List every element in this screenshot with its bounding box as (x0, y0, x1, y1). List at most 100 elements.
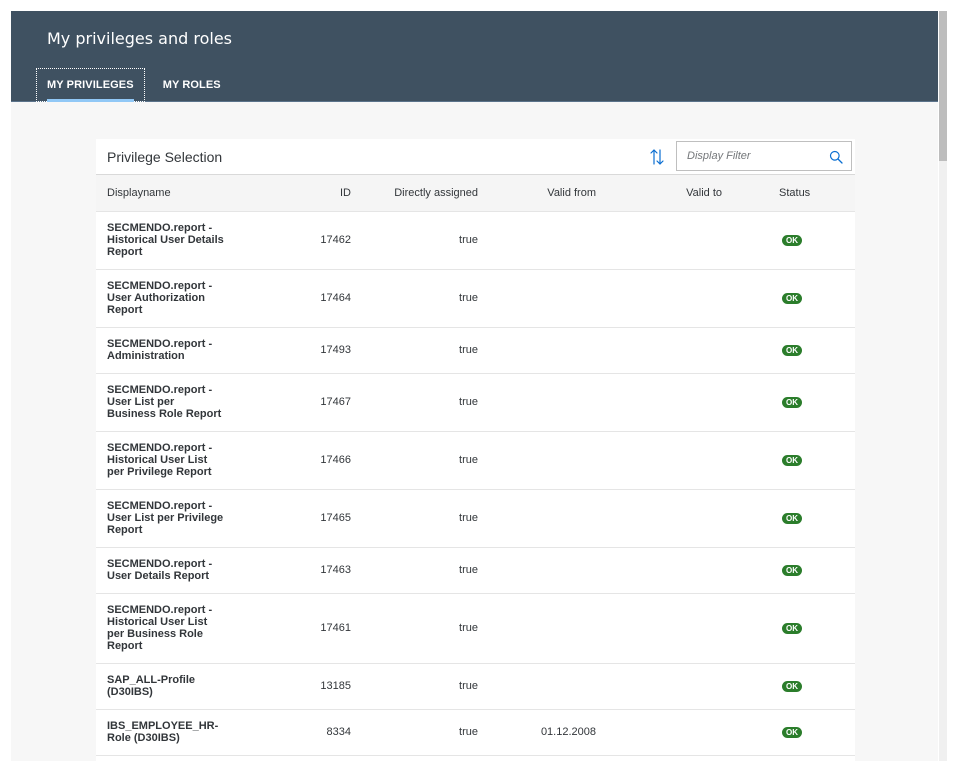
cell-displayname: SECMENDO.report - Historical User List p… (96, 593, 296, 664)
tab-bar: MY PRIVILEGES MY ROLES (36, 68, 231, 102)
cell-status: OK (722, 327, 855, 374)
cell-id: 8334 (296, 709, 351, 756)
table-row[interactable]: SECMENDO.report - User Authorization Rep… (96, 269, 855, 328)
cell-valid-from (478, 547, 596, 594)
cell-status: OK (722, 211, 855, 270)
app-window: My privileges and roles MY PRIVILEGES MY… (11, 11, 938, 761)
cell-id: 17464 (296, 269, 351, 328)
table-row[interactable]: SAP_ALL-Profile (D30IBS) 13185 true OK (96, 663, 855, 710)
column-header-status[interactable]: Status (722, 175, 855, 212)
cell-valid-to (596, 211, 722, 270)
display-filter (676, 141, 852, 171)
cell-directly-assigned: true (351, 489, 478, 548)
cell-displayname: SECMENDO.report - Administration (96, 327, 296, 374)
cell-valid-from (478, 593, 596, 664)
cell-displayname: SAP_ALL-Profile (D30IBS) (96, 663, 296, 710)
cell-status: OK (722, 431, 855, 490)
cell-id: 17461 (296, 593, 351, 664)
cell-valid-from (478, 663, 596, 710)
column-header-displayname[interactable]: Displayname (96, 175, 296, 212)
page-title: My privileges and roles (47, 29, 232, 48)
cell-displayname: SECMENDO.report - User List per Business… (96, 373, 296, 432)
search-icon (829, 150, 843, 164)
column-header-directly-assigned[interactable]: Directly assigned (351, 175, 478, 212)
cell-id: 17465 (296, 489, 351, 548)
cell-valid-to (596, 431, 722, 490)
cell-status: OK (722, 269, 855, 328)
cell-valid-to (596, 373, 722, 432)
column-header-valid-to[interactable]: Valid to (596, 175, 722, 212)
cell-displayname: IBS_EMPLOYEE_HR-Role (D30IBS) (96, 709, 296, 756)
search-button[interactable] (827, 148, 845, 166)
cell-id: 17493 (296, 327, 351, 374)
scrollbar-thumb[interactable] (939, 11, 947, 161)
table-row[interactable]: SECMENDO.report - Historical User List p… (96, 431, 855, 490)
cell-directly-assigned: true (351, 663, 478, 710)
cell-displayname: SECMENDO.report - User List per Privileg… (96, 489, 296, 548)
cell-valid-to (596, 269, 722, 328)
cell-directly-assigned: true (351, 709, 478, 756)
shell-header: My privileges and roles MY PRIVILEGES MY… (11, 11, 938, 102)
status-badge: OK (782, 345, 802, 356)
cell-valid-to (596, 663, 722, 710)
vertical-scrollbar[interactable] (939, 11, 947, 761)
status-badge: OK (782, 681, 802, 692)
cell-valid-from (478, 269, 596, 328)
table-toolbar: Privilege Selection (96, 139, 855, 175)
display-filter-input[interactable] (677, 142, 825, 170)
cell-directly-assigned: true (351, 547, 478, 594)
cell-id: 13185 (296, 663, 351, 710)
cell-directly-assigned: true (351, 431, 478, 490)
cell-valid-to (596, 547, 722, 594)
cell-valid-to (596, 489, 722, 548)
cell-directly-assigned: true (351, 269, 478, 328)
cell-displayname: SECMENDO.report - User Details Report (96, 547, 296, 594)
cell-id: 17462 (296, 211, 351, 270)
tab-my-roles[interactable]: MY ROLES (162, 79, 221, 91)
status-badge: OK (782, 293, 802, 304)
table-row[interactable]: SECMENDO.report - User Details Report 17… (96, 547, 855, 594)
privileges-table: Displayname ID Directly assigned Valid f… (96, 175, 855, 756)
column-header-valid-from[interactable]: Valid from (478, 175, 596, 212)
cell-id: 17467 (296, 373, 351, 432)
cell-valid-from (478, 489, 596, 548)
column-header-id[interactable]: ID (296, 175, 351, 212)
cell-directly-assigned: true (351, 327, 478, 374)
sort-icon (650, 149, 664, 165)
table-row[interactable]: SECMENDO.report - User List per Privileg… (96, 489, 855, 548)
cell-displayname: SECMENDO.report - Historical User List p… (96, 431, 296, 490)
cell-valid-from (478, 373, 596, 432)
table-row[interactable]: SECMENDO.report - Historical User List p… (96, 593, 855, 664)
cell-displayname: SECMENDO.report - User Authorization Rep… (96, 269, 296, 328)
cell-valid-to (596, 593, 722, 664)
status-badge: OK (782, 513, 802, 524)
status-badge: OK (782, 565, 802, 576)
cell-id: 17466 (296, 431, 351, 490)
cell-valid-from (478, 431, 596, 490)
tab-my-privileges[interactable]: MY PRIVILEGES (36, 68, 145, 102)
cell-status: OK (722, 489, 855, 548)
status-badge: OK (782, 235, 802, 246)
status-badge: OK (782, 623, 802, 634)
status-badge: OK (782, 455, 802, 466)
table-row[interactable]: SECMENDO.report - Administration 17493 t… (96, 327, 855, 374)
cell-status: OK (722, 663, 855, 710)
privilege-table-panel: Privilege Selection (96, 139, 855, 761)
cell-status: OK (722, 547, 855, 594)
status-badge: OK (782, 727, 802, 738)
table-row[interactable]: IBS_EMPLOYEE_HR-Role (D30IBS) 8334 true … (96, 709, 855, 756)
cell-valid-from: 01.12.2008 (478, 709, 596, 756)
sort-button[interactable] (644, 144, 670, 170)
cell-displayname: SECMENDO.report - Historical User Detail… (96, 211, 296, 270)
table-row[interactable]: SECMENDO.report - User List per Business… (96, 373, 855, 432)
table-header-row: Displayname ID Directly assigned Valid f… (96, 175, 855, 212)
cell-valid-from (478, 327, 596, 374)
cell-status: OK (722, 593, 855, 664)
cell-valid-from (478, 211, 596, 270)
cell-id: 17463 (296, 547, 351, 594)
cell-valid-to (596, 709, 722, 756)
table-row[interactable]: SECMENDO.report - Historical User Detail… (96, 211, 855, 270)
cell-directly-assigned: true (351, 593, 478, 664)
cell-directly-assigned: true (351, 373, 478, 432)
status-badge: OK (782, 397, 802, 408)
